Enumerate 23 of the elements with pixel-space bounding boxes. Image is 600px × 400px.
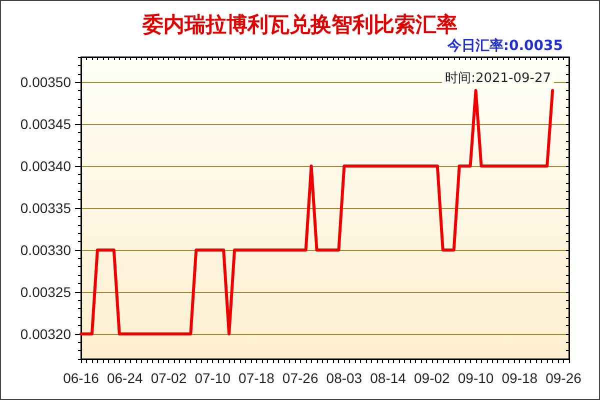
- x-tick-label: 06-24: [106, 370, 143, 386]
- annotation: 时间:2021-09-27: [445, 71, 552, 86]
- x-tick-label: 07-10: [194, 370, 231, 386]
- x-tick-label: 07-26: [282, 370, 318, 386]
- x-tick-label: 06-16: [63, 370, 100, 386]
- x-tick-label: 08-03: [326, 370, 362, 386]
- y-tick-label: 0.00320: [20, 326, 72, 342]
- x-tick-label: 09-26: [546, 370, 582, 386]
- x-tick-label: 09-02: [414, 370, 450, 386]
- y-tick-label: 0.00345: [20, 116, 72, 132]
- x-tick-label: 09-18: [502, 370, 538, 386]
- y-tick-label: 0.00325: [20, 284, 72, 300]
- x-tick-label: 07-02: [150, 370, 187, 386]
- chart-subtitle: 今日汇率:0.0035: [446, 37, 563, 54]
- x-tick-label: 08-14: [370, 370, 406, 386]
- y-tick-label: 0.00340: [20, 158, 72, 174]
- x-tick-label: 07-18: [238, 370, 275, 386]
- x-tick-label: 09-10: [458, 370, 494, 386]
- y-tick-label: 0.00335: [20, 200, 72, 216]
- line-series: [80, 89, 554, 336]
- y-tick-label: 0.00350: [20, 74, 72, 90]
- chart-title: 委内瑞拉博利瓦兑换智利比索汇率: [142, 12, 458, 36]
- y-tick-label: 0.00330: [20, 242, 72, 258]
